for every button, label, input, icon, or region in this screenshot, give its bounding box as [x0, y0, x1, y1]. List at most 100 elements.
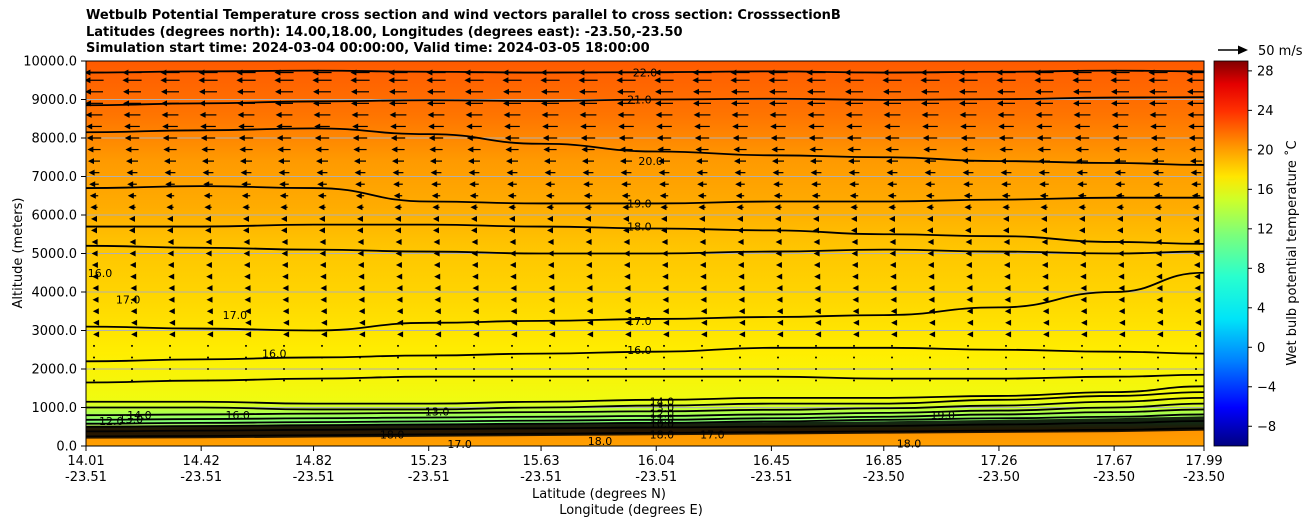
wind-vector-head: [426, 69, 433, 76]
wind-vector-head: [623, 262, 630, 269]
wind-vector-head: [997, 88, 1003, 95]
wind-vector-head: [852, 296, 859, 303]
wind-vector-head: [1003, 227, 1009, 234]
wind-vector-head: [541, 111, 548, 118]
wind-vector-head: [317, 192, 324, 199]
wind-vector: [549, 379, 551, 382]
wind-vector-head: [1041, 227, 1047, 234]
wind-vector-head: [428, 123, 435, 130]
wind-vector-head: [1151, 146, 1158, 153]
wind-vector-head: [1186, 69, 1193, 76]
wind-vector-head: [92, 273, 99, 280]
wind-vector-head: [240, 158, 246, 165]
wind-vector-head: [966, 296, 973, 303]
contour-line-16: [86, 373, 1204, 384]
wind-vector-head: [889, 238, 896, 245]
wind-vector-head: [275, 88, 281, 95]
wind-vector-head: [737, 250, 744, 257]
x-tick-label-lon: -23.51: [520, 470, 562, 485]
wind-vector: [853, 368, 855, 370]
wind-vector-head: [430, 158, 436, 165]
wind-vector-head: [891, 331, 898, 338]
wind-vector-head: [281, 238, 288, 245]
x-tick-label-lon: -23.50: [978, 470, 1020, 485]
wind-vector-head: [321, 331, 328, 338]
wind-vector-head: [357, 238, 364, 245]
wind-vector-head: [320, 296, 327, 303]
wind-vector: [397, 356, 399, 359]
wind-vector: [1043, 379, 1045, 382]
wind-vector-head: [161, 111, 168, 118]
wind-vector-head: [700, 308, 707, 315]
wind-vector-head: [317, 181, 324, 188]
wind-vector-head: [426, 77, 433, 84]
wind-vector-head: [1079, 250, 1086, 257]
wind-vector-head: [244, 308, 251, 315]
wind-vector-head: [1187, 111, 1194, 118]
x-tick-label-lat: 15.63: [522, 454, 559, 469]
wind-vector: [891, 356, 893, 359]
wind-vector-head: [313, 111, 320, 118]
wind-vector-head: [1150, 123, 1157, 130]
wind-vector-head: [625, 331, 632, 338]
wind-vector-head: [397, 319, 404, 326]
wind-vector-head: [468, 169, 475, 176]
wind-vector-head: [959, 111, 966, 118]
wind-vector-head: [395, 227, 401, 234]
wind-vector-head: [237, 100, 243, 107]
wind-vector-head: [697, 192, 704, 199]
wind-vector-head: [470, 204, 477, 211]
wind-vector: [625, 368, 627, 370]
wind-vector-head: [998, 135, 1005, 141]
wind-vector-head: [204, 204, 211, 211]
colorbar-tick-label: 28: [1257, 64, 1274, 79]
wind-vector-head: [89, 181, 96, 188]
wind-vector-head: [770, 123, 777, 130]
wind-vector-head: [506, 158, 512, 165]
wind-vector: [967, 344, 969, 347]
wind-vector-head: [164, 169, 171, 176]
wind-vector: [321, 379, 323, 382]
wind-vector-head: [807, 100, 813, 107]
wind-vector-head: [655, 100, 661, 107]
wind-vector-head: [548, 296, 555, 303]
wind-vector-head: [168, 308, 175, 315]
contour-label: 17.0: [627, 315, 652, 328]
wind-vector-head: [578, 69, 585, 76]
wind-vector-head: [961, 146, 968, 153]
wind-vector-head: [503, 88, 509, 95]
wind-vector-head: [737, 262, 744, 269]
x-tick-label-lon: -23.51: [293, 470, 335, 485]
wind-vector-head: [316, 158, 322, 165]
wind-vector-head: [206, 285, 213, 292]
wind-vector-head: [434, 308, 441, 315]
wind-vector-head: [161, 100, 167, 107]
wind-vector-head: [548, 308, 555, 315]
wind-vector-head: [427, 88, 433, 95]
wind-vector-head: [541, 100, 547, 107]
wind-vector: [1119, 356, 1121, 359]
colorbar: [1213, 60, 1249, 447]
wind-vector-head: [851, 238, 858, 245]
wind-vector-head: [511, 319, 518, 326]
wind-vector-head: [244, 285, 251, 292]
wind-vector-head: [699, 262, 706, 269]
wind-vector-head: [965, 262, 972, 269]
wind-vector-head: [465, 111, 472, 118]
wind-vector-head: [852, 308, 859, 315]
y-tick-label: 10000.0: [23, 55, 77, 70]
wind-vector-head: [1080, 285, 1087, 292]
wind-vector-head: [889, 250, 896, 257]
wind-vector-head: [129, 215, 135, 222]
wind-vector-head: [465, 100, 471, 107]
wind-vector-head: [1073, 88, 1079, 95]
wind-vector-head: [502, 77, 509, 84]
wind-vector-head: [1115, 181, 1122, 188]
wind-vector-head: [472, 273, 479, 280]
wind-vector-head: [737, 215, 743, 222]
wind-vector-head: [91, 215, 97, 222]
wind-vector-head: [396, 308, 403, 315]
colorbar-tick-label: 16: [1257, 183, 1274, 198]
wind-vector-head: [320, 273, 327, 280]
wind-vector-head: [127, 192, 134, 199]
